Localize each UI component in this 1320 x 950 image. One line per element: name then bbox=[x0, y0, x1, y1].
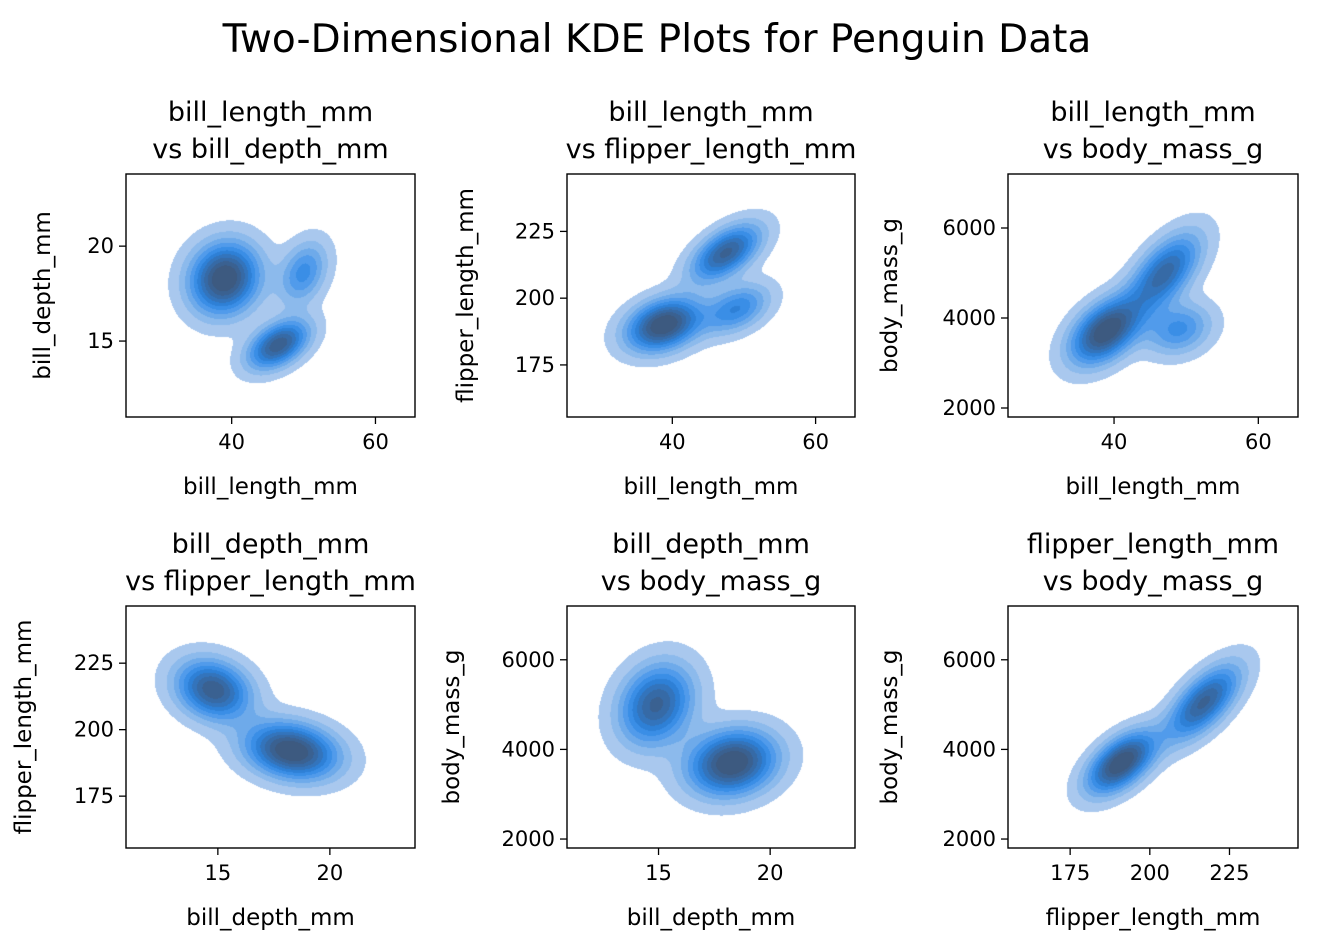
x-tick-label: 20 bbox=[757, 861, 784, 885]
panel-title-line-2: vs body_mass_g bbox=[1043, 134, 1264, 165]
kde-panel-3: 40 60 2000 4000 6000 bill_length_mm body_mass_… bbox=[877, 97, 1299, 500]
panel-title-line-1: bill_depth_mm bbox=[612, 529, 810, 560]
y-axis-label: body_mass_g bbox=[877, 218, 903, 373]
panel-title-line-1: bill_length_mm bbox=[608, 97, 813, 128]
axes-frame bbox=[1007, 173, 1299, 418]
y-tick-label: 4000 bbox=[943, 737, 996, 761]
panel-title-line-1: bill_length_mm bbox=[168, 97, 373, 128]
y-tick-label: 200 bbox=[74, 718, 114, 742]
kde-panel-6: 175 200 225200040006000flipper_length_mmbo… bbox=[877, 529, 1299, 931]
panel-title-line-2: vs bill_depth_mm bbox=[152, 134, 388, 165]
y-tick-label: 2000 bbox=[943, 396, 996, 420]
panel-title-line-2: vs body_mass_g bbox=[601, 566, 822, 597]
y-axis-label: body_mass_g bbox=[877, 650, 903, 805]
kde-panel-4: 15 20 175 200 225 bill_depth_mm flipper_length… bbox=[11, 529, 416, 931]
panel-title-line-1: bill_length_mm bbox=[1050, 97, 1255, 128]
kde-density-fill bbox=[567, 606, 855, 848]
x-axis-label: flipper_length_mm bbox=[1046, 905, 1261, 931]
y-axis-label: bill_depth_mm bbox=[30, 211, 56, 380]
kde-density-fill bbox=[126, 606, 415, 848]
y-tick-label: 200 bbox=[515, 286, 555, 310]
y-axis-label: body_mass_g bbox=[439, 650, 465, 805]
axes-frame bbox=[566, 605, 856, 849]
x-tick-label: 60 bbox=[362, 430, 389, 454]
y-axis-label: flipper_length_mm bbox=[453, 188, 479, 403]
x-tick-label: 15 bbox=[204, 861, 231, 885]
panel-title-line-2: vs flipper_length_mm bbox=[566, 134, 857, 165]
panel-title-line-1: flipper_length_mm bbox=[1027, 529, 1279, 560]
x-tick-label: 225 bbox=[1209, 861, 1249, 885]
y-axis-label: flipper_length_mm bbox=[11, 620, 37, 835]
kde-panel-1: 40 60 15 20 bill_length_mm bill_depth_mm bill_… bbox=[30, 97, 416, 500]
y-tick-label: 6000 bbox=[943, 648, 996, 672]
x-axis-label: bill_length_mm bbox=[1066, 474, 1241, 500]
kde-density-fill bbox=[1008, 174, 1298, 417]
y-tick-label: 4000 bbox=[943, 306, 996, 330]
panel-title-line-1: bill_depth_mm bbox=[172, 529, 370, 560]
y-tick-label: 6000 bbox=[502, 648, 555, 672]
x-axis-label: bill_depth_mm bbox=[186, 905, 355, 931]
kde-panel-5: 15 20 2000 4000 6000 bill_depth_mm body_mass_g… bbox=[439, 529, 856, 931]
x-axis-label: bill_length_mm bbox=[624, 474, 799, 500]
kde-density-fill bbox=[567, 174, 855, 417]
kde-panel-2: 40 60 175 200 225 bill_length_mm flipper_lengt… bbox=[453, 97, 856, 500]
x-tick-label: 60 bbox=[802, 430, 829, 454]
y-tick-label: 20 bbox=[87, 234, 114, 258]
panel-title-line-2: vs flipper_length_mm bbox=[125, 566, 416, 597]
figure-title: Two-Dimensional KDE Plots for Penguin Da… bbox=[222, 17, 1092, 62]
panel-title-line-2: vs body_mass_g bbox=[1043, 566, 1264, 597]
axes-frame bbox=[125, 173, 416, 418]
kde-density-fill bbox=[126, 174, 415, 417]
x-axis-label: bill_length_mm bbox=[183, 474, 358, 500]
y-tick-label: 2000 bbox=[943, 827, 996, 851]
x-tick-label: 60 bbox=[1245, 430, 1272, 454]
axes-frame bbox=[125, 605, 416, 849]
kde-panels: 40 60 15 20 bill_length_mm bill_depth_mm bill_… bbox=[11, 97, 1299, 931]
x-tick-label: 175 bbox=[1050, 861, 1090, 885]
y-tick-label: 6000 bbox=[943, 216, 996, 240]
y-tick-label: 225 bbox=[74, 651, 114, 675]
axes-frame bbox=[566, 173, 856, 418]
x-tick-label: 200 bbox=[1130, 861, 1170, 885]
axes-frame bbox=[1007, 605, 1299, 849]
y-tick-label: 15 bbox=[87, 329, 114, 353]
x-tick-label: 40 bbox=[1101, 430, 1128, 454]
y-tick-label: 2000 bbox=[502, 827, 555, 851]
x-tick-label: 20 bbox=[317, 861, 344, 885]
x-tick-label: 40 bbox=[218, 430, 245, 454]
y-tick-label: 225 bbox=[515, 219, 555, 243]
y-tick-label: 175 bbox=[515, 353, 555, 377]
kde-density-fill bbox=[1008, 606, 1298, 848]
x-axis-label: bill_depth_mm bbox=[627, 905, 796, 931]
x-tick-label: 15 bbox=[645, 861, 672, 885]
y-tick-label: 175 bbox=[74, 784, 114, 808]
y-tick-label: 4000 bbox=[502, 737, 555, 761]
x-tick-label: 40 bbox=[659, 430, 686, 454]
